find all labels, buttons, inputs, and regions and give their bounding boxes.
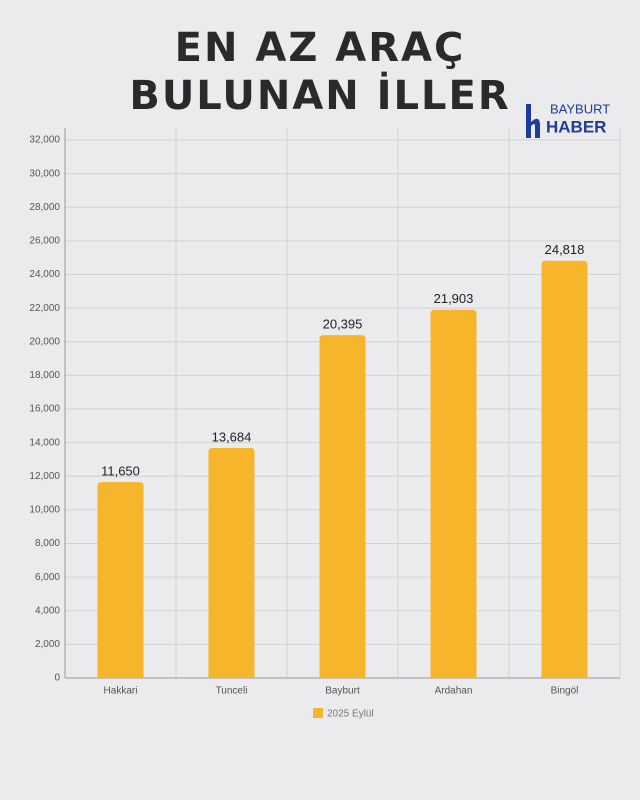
y-tick-label: 26,000 bbox=[29, 236, 60, 247]
y-tick-label: 32,000 bbox=[29, 135, 60, 146]
logo-top: BAYBURT bbox=[550, 101, 610, 116]
y-tick-label: 8,000 bbox=[35, 538, 60, 549]
y-tick-label: 6,000 bbox=[35, 572, 60, 583]
bar bbox=[319, 335, 366, 678]
y-tick-label: 16,000 bbox=[29, 404, 60, 415]
data-label: 21,903 bbox=[434, 291, 474, 306]
bar bbox=[208, 447, 255, 678]
y-tick-label: 20,000 bbox=[29, 336, 60, 347]
bar bbox=[430, 309, 477, 678]
y-tick-label: 10,000 bbox=[29, 505, 60, 516]
y-tick-label: 30,000 bbox=[29, 168, 60, 179]
logo-bottom: HABER bbox=[546, 117, 606, 136]
chart-title: EN AZ ARAÇ BULUNAN İLLER bbox=[129, 25, 511, 119]
x-tick-label: Bingöl bbox=[551, 686, 579, 697]
y-tick-label: 22,000 bbox=[29, 303, 60, 314]
data-label: 13,684 bbox=[212, 429, 252, 444]
bar bbox=[97, 482, 144, 678]
y-tick-label: 12,000 bbox=[29, 471, 60, 482]
bar bbox=[541, 260, 588, 678]
y-tick-label: 24,000 bbox=[29, 269, 60, 280]
x-tick-label: Tunceli bbox=[216, 686, 248, 697]
y-tick-label: 14,000 bbox=[29, 437, 60, 448]
y-tick-label: 18,000 bbox=[29, 370, 60, 381]
x-tick-label: Bayburt bbox=[325, 686, 360, 697]
logo-icon bbox=[526, 104, 531, 138]
legend-label: 2025 Eylül bbox=[327, 709, 374, 720]
legend-swatch bbox=[313, 708, 323, 718]
data-label: 20,395 bbox=[323, 317, 363, 332]
y-tick-label: 28,000 bbox=[29, 202, 60, 213]
logo: BAYBURT HABER bbox=[526, 101, 610, 138]
y-tick-label: 0 bbox=[54, 673, 60, 684]
y-tick-label: 4,000 bbox=[35, 605, 60, 616]
data-label: 24,818 bbox=[545, 242, 585, 257]
data-label: 11,650 bbox=[101, 464, 140, 479]
y-tick-label: 2,000 bbox=[35, 639, 60, 650]
x-tick-label: Hakkari bbox=[104, 686, 138, 697]
logo-icon bbox=[531, 118, 540, 138]
x-tick-label: Ardahan bbox=[435, 686, 473, 697]
